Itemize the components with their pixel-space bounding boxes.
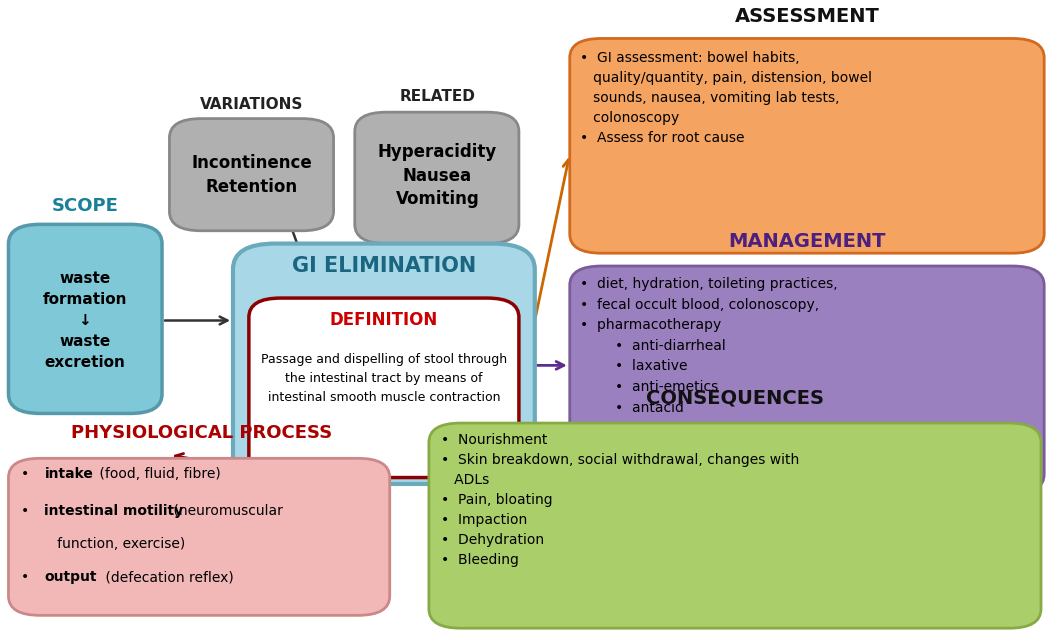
Text: VARIATIONS: VARIATIONS xyxy=(200,97,304,112)
Text: GI ELIMINATION: GI ELIMINATION xyxy=(292,256,475,276)
Text: (defecation reflex): (defecation reflex) xyxy=(101,570,233,585)
FancyBboxPatch shape xyxy=(8,458,390,615)
Text: waste
formation
↓
waste
excretion: waste formation ↓ waste excretion xyxy=(42,271,127,370)
Text: ASSESSMENT: ASSESSMENT xyxy=(735,6,879,26)
Text: output: output xyxy=(44,570,97,585)
FancyBboxPatch shape xyxy=(570,266,1044,494)
Text: MANAGEMENT: MANAGEMENT xyxy=(729,232,885,251)
Text: •  GI assessment: bowel habits,
   quality/quantity, pain, distension, bowel
   : • GI assessment: bowel habits, quality/q… xyxy=(580,51,873,146)
Text: Passage and dispelling of stool through
the intestinal tract by means of
intesti: Passage and dispelling of stool through … xyxy=(261,353,507,404)
Text: PHYSIOLOGICAL PROCESS: PHYSIOLOGICAL PROCESS xyxy=(71,424,331,442)
Text: Incontinence
Retention: Incontinence Retention xyxy=(192,154,312,196)
Text: intestinal motility: intestinal motility xyxy=(44,504,183,518)
Text: CONSEQUENCES: CONSEQUENCES xyxy=(646,388,824,407)
Text: SCOPE: SCOPE xyxy=(51,197,119,215)
Text: DEFINITION: DEFINITION xyxy=(329,311,438,329)
Text: •  Nourishment
•  Skin breakdown, social withdrawal, changes with
   ADLs
•  Pai: • Nourishment • Skin breakdown, social w… xyxy=(441,433,798,567)
FancyBboxPatch shape xyxy=(570,38,1044,253)
Text: •: • xyxy=(21,504,38,518)
Text: intake: intake xyxy=(44,467,93,481)
Text: •: • xyxy=(21,570,38,585)
Text: •  diet, hydration, toileting practices,
•  fecal occult blood, colonoscopy,
•  : • diet, hydration, toileting practices, … xyxy=(580,277,838,415)
Text: (food, fluid, fibre): (food, fluid, fibre) xyxy=(95,467,221,481)
Text: Hyperacidity
Nausea
Vomiting: Hyperacidity Nausea Vomiting xyxy=(378,143,497,208)
Text: •: • xyxy=(21,467,38,481)
FancyBboxPatch shape xyxy=(8,224,162,413)
FancyBboxPatch shape xyxy=(233,244,535,484)
Text: RELATED: RELATED xyxy=(399,89,475,104)
Text: (neuromuscular: (neuromuscular xyxy=(169,504,284,518)
FancyBboxPatch shape xyxy=(429,423,1041,628)
FancyBboxPatch shape xyxy=(355,112,519,244)
FancyBboxPatch shape xyxy=(249,298,519,478)
FancyBboxPatch shape xyxy=(169,119,334,231)
Text: function, exercise): function, exercise) xyxy=(44,537,185,551)
